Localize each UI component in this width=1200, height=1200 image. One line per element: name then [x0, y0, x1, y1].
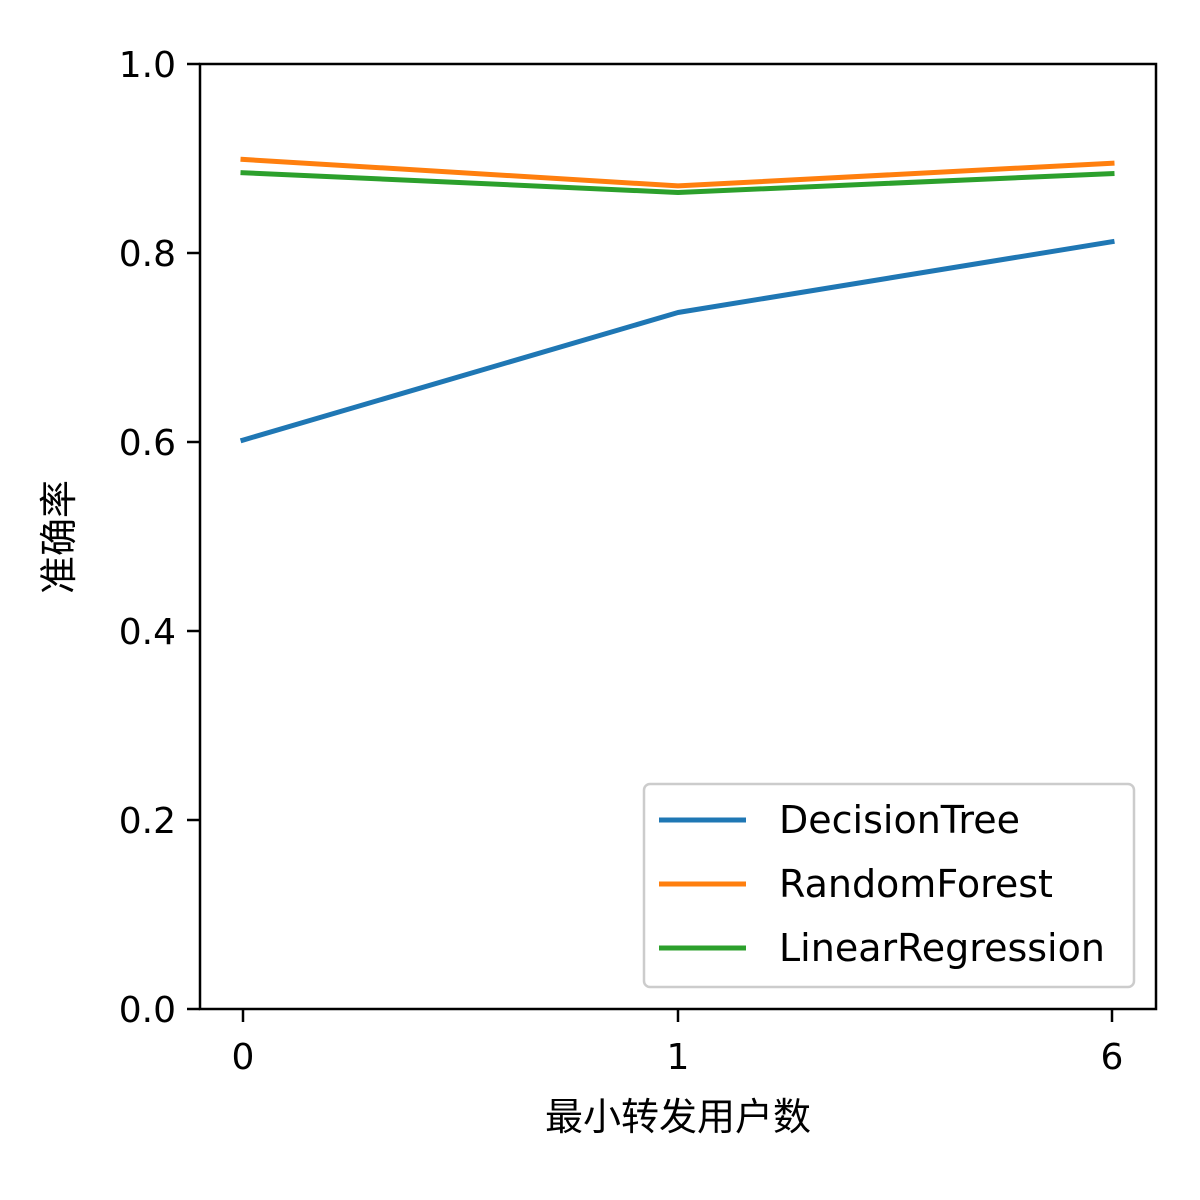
y-tick-label: 0.8 — [119, 234, 176, 275]
series-line-randomforest — [240, 156, 1115, 189]
legend: DecisionTree RandomForest LinearRegression — [642, 782, 1136, 989]
series-line-linearregression — [240, 170, 1115, 195]
legend-label-decisiontree: DecisionTree — [779, 798, 1020, 842]
y-tick-label: 0.0 — [119, 990, 176, 1031]
y-tick-label: 0.2 — [119, 801, 176, 842]
legend-label-randomforest: RandomForest — [779, 862, 1053, 906]
x-tick-label: 0 — [232, 1037, 255, 1078]
x-axis-label: 最小转发用户数 — [545, 1095, 811, 1139]
legend-label-linearregression: LinearRegression — [779, 926, 1105, 970]
x-tick-label: 6 — [1101, 1037, 1124, 1078]
series-line-decisiontree — [239, 238, 1115, 444]
x-tick-label: 1 — [667, 1037, 690, 1078]
y-tick-label: 1.0 — [119, 45, 176, 86]
y-tick-label: 0.4 — [119, 612, 176, 653]
axes-layer: 0.0 0.2 0.4 0.6 0.8 1.0 0 1 6 — [119, 45, 1158, 1078]
y-tick-label: 0.6 — [119, 423, 176, 464]
y-axis-label: 准确率 — [37, 480, 81, 594]
series-layer — [239, 156, 1115, 444]
legend-box — [642, 782, 1136, 989]
